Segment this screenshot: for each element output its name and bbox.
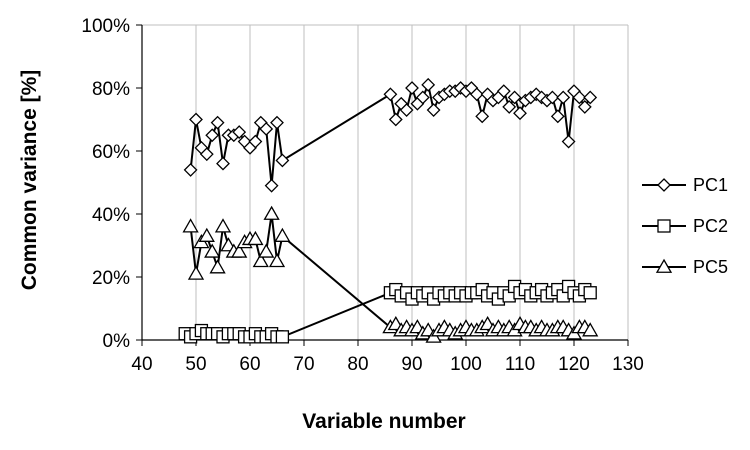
x-tick-label: 80	[347, 354, 368, 375]
pc2-point	[275, 330, 290, 344]
legend: PC1 PC2 PC5	[642, 175, 728, 277]
x-tick-label: 90	[401, 354, 422, 375]
pc1-point	[205, 128, 220, 143]
pc1-point	[583, 90, 598, 105]
pc5-point-legend	[655, 258, 673, 273]
pc1-point	[210, 115, 225, 130]
pc5-point	[263, 205, 280, 220]
pc5-point	[582, 322, 599, 337]
pc1-point	[383, 87, 398, 102]
y-tick-label: 40%	[92, 205, 130, 226]
pc1-point	[496, 84, 511, 99]
pc1-point	[513, 106, 527, 121]
x-tick-label: 110	[505, 354, 535, 375]
y-tick-label: 0%	[103, 331, 131, 352]
pc5-point	[258, 243, 275, 258]
pc1-point	[405, 81, 419, 95]
vertical-gridlines	[142, 24, 629, 340]
pc5-point	[198, 227, 215, 242]
y-axis-title: Common variance [%]	[18, 70, 41, 291]
x-tick-label: 60	[239, 354, 260, 375]
pc1-point	[415, 90, 430, 105]
pc1-point	[561, 134, 576, 149]
pc1-point	[259, 122, 274, 136]
pc5-point	[214, 218, 232, 233]
pc1-point	[502, 99, 517, 114]
series-pc2	[178, 279, 597, 344]
series-pc5	[182, 205, 599, 343]
y-tick-label: 80%	[92, 79, 130, 100]
pc5-point	[204, 243, 221, 258]
x-tick-label: 100	[450, 354, 482, 375]
legend-label: PC5	[693, 257, 728, 277]
x-axis-title: Variable number	[302, 410, 465, 433]
x-tick-label: 120	[558, 354, 590, 375]
legend-item-pc2: PC2	[642, 216, 728, 236]
pc1-point	[275, 153, 290, 168]
y-tick-label: 100%	[81, 16, 130, 37]
pc1-point	[232, 125, 247, 140]
x-tick-label: 40	[131, 354, 152, 375]
pc5-point	[187, 265, 205, 280]
pc1-point	[189, 112, 203, 127]
pc2-point-legend	[657, 219, 671, 233]
pc1-point	[556, 90, 571, 105]
pc1-point	[545, 90, 560, 105]
pc5-point	[268, 252, 286, 268]
series-pc1	[183, 77, 598, 193]
pc1-point	[183, 162, 198, 177]
pc5-point	[182, 218, 199, 233]
pc5-point	[247, 230, 264, 246]
y-tick-label: 60%	[92, 142, 130, 163]
pc1-point	[475, 109, 490, 124]
x-tick-label: 50	[185, 354, 206, 375]
pc2-point	[583, 286, 597, 300]
x-tick-label: 70	[293, 354, 314, 375]
pc1-point	[248, 134, 263, 149]
pc1-point	[426, 103, 441, 117]
pc1-point-legend	[657, 178, 671, 192]
pc1-point	[388, 112, 403, 127]
x-tick-label: 130	[612, 354, 644, 375]
pc1-point	[199, 147, 214, 162]
pc1-point	[577, 99, 592, 114]
pc1-point	[264, 178, 279, 193]
pc5-point	[274, 227, 291, 242]
pc1-point	[399, 103, 414, 117]
pc1-point	[572, 90, 587, 105]
legend-label: PC2	[693, 216, 728, 236]
pc1-point	[507, 90, 522, 105]
legend-item-pc1: PC1	[642, 175, 728, 195]
pc5-point	[231, 243, 248, 258]
y-tick-label: 20%	[92, 268, 130, 289]
pc1-point	[469, 87, 484, 102]
pc1-point	[270, 115, 284, 130]
legend-item-pc5: PC5	[642, 257, 728, 277]
legend-label: PC1	[693, 175, 728, 195]
pc1-point	[421, 77, 436, 92]
tick-labels: 40 50 60 70 80 90 100 110 120 130 0% 20% 40% 60% 80% 10…	[81, 16, 643, 375]
series-layer	[178, 77, 599, 344]
pc5-point	[209, 259, 226, 274]
pc5-point	[252, 252, 269, 268]
pc1-point	[216, 156, 230, 171]
pc1-point	[550, 109, 565, 124]
